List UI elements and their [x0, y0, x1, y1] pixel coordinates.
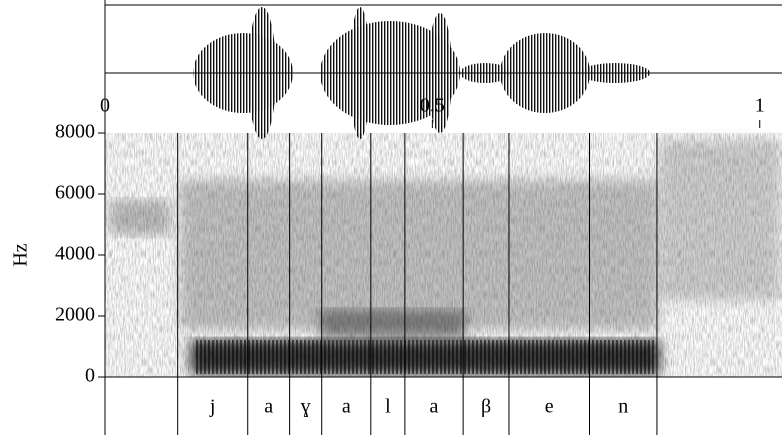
x-tick-label: 0.5	[420, 95, 445, 117]
segment-label: a	[430, 396, 439, 418]
chart: Hz 0 0.5 1 0 2000 4000 6000 8000 j a ɣ a l a β e n	[0, 0, 782, 435]
segment-label: j	[209, 396, 216, 418]
y-tick-label: 8000	[55, 121, 95, 143]
y-tick-label: 6000	[55, 182, 95, 204]
y-tick-label: 2000	[55, 304, 95, 326]
segment-label: l	[385, 396, 391, 418]
segment-label: e	[545, 396, 554, 418]
y-tick-label: 4000	[55, 243, 95, 265]
segment-label: a	[342, 396, 351, 418]
waveform	[105, 7, 782, 139]
y-tick-label: 0	[85, 365, 95, 387]
y-axis-label: Hz	[10, 243, 32, 266]
spectrogram	[105, 133, 782, 377]
x-tick-label: 0	[100, 95, 110, 117]
segment-label: a	[264, 396, 273, 418]
segment-label: β	[481, 396, 491, 418]
segment-label: n	[618, 396, 628, 418]
segment-label: ɣ	[301, 396, 311, 418]
x-tick-label: 1	[755, 95, 765, 117]
